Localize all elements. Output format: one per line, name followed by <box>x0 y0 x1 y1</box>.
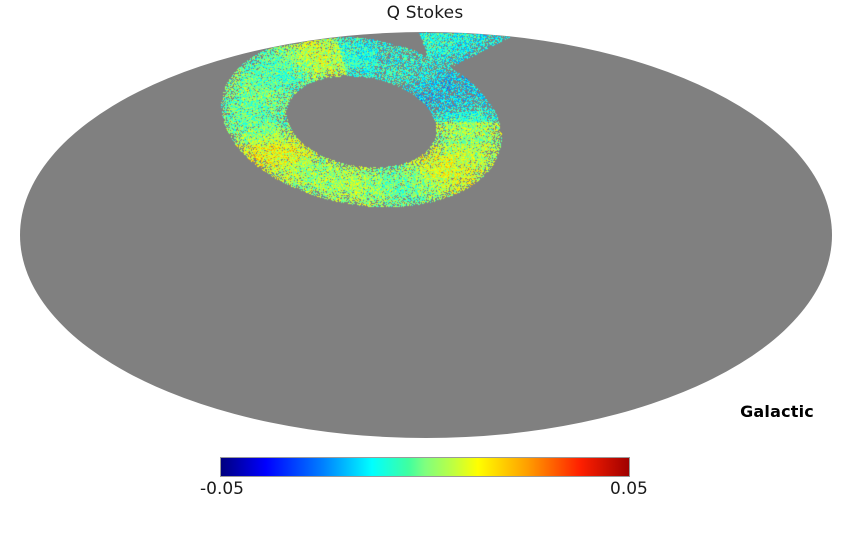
colorbar-min-tick-label: -0.05 <box>200 479 244 499</box>
mollweide-ellipse <box>20 32 832 438</box>
colorbar-gradient <box>220 457 630 477</box>
sky-projection <box>20 32 832 438</box>
colorbar: -0.05 0.05 <box>0 455 850 510</box>
colorbar-max-tick-label: 0.05 <box>610 479 648 499</box>
coordinate-system-label: Galactic <box>740 402 814 421</box>
scan-pattern-data-layer <box>20 32 832 438</box>
page-title: Q Stokes <box>386 3 464 23</box>
